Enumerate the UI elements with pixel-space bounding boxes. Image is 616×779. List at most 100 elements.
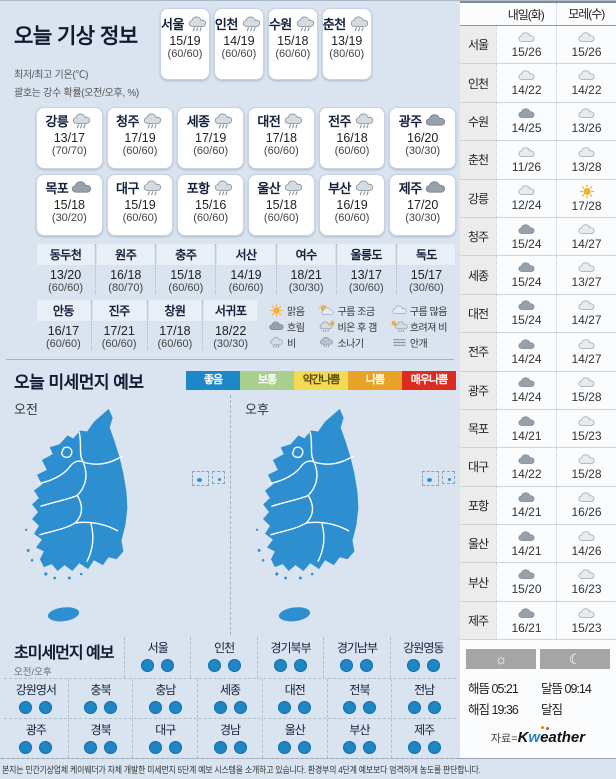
city-name: 강릉	[460, 179, 496, 217]
dust-level-dot-am	[407, 701, 421, 714]
city-precip-prob: (60/60)	[157, 338, 193, 350]
rain-icon	[282, 179, 305, 197]
forecast-temp: 13/26	[571, 121, 602, 136]
region-name: 경기남부	[336, 641, 378, 655]
city-name: 대구	[460, 448, 496, 486]
region-name: 세종	[219, 683, 241, 697]
city-temp: 16/19	[336, 198, 368, 212]
city-precip-prob: (60/60)	[167, 48, 203, 60]
cloud-dark-icon	[515, 453, 538, 467]
dust-level-dot-am	[213, 741, 227, 754]
day-after-forecast-cell: 15/28	[556, 371, 616, 409]
region-name: 전북	[349, 683, 370, 697]
city-name: 강릉	[45, 114, 69, 129]
city-temp: 15/18	[53, 198, 85, 212]
dust-level-dot-pm	[362, 701, 376, 714]
weather-legend-item: 흐려져 비	[391, 319, 456, 334]
weather-legend-item: 구름 조금	[318, 303, 385, 318]
day-after-forecast-cell: 14/27	[556, 333, 616, 371]
forecast-temp: 16/26	[571, 505, 602, 520]
forecast-row: 춘천 11/26 13/28	[460, 141, 616, 180]
forecast-temp: 13/27	[571, 275, 602, 290]
forecast-temp: 15/26	[571, 44, 602, 59]
city-precip-prob: (30/30)	[405, 145, 441, 157]
weather-card: 대전 17/18 (60/60)	[248, 107, 315, 169]
city-precip-prob: (30/60)	[348, 282, 384, 294]
forecast-row: 청주 15/24 14/27	[460, 217, 616, 257]
cloud-dark-icon	[70, 179, 93, 197]
sun-icon	[268, 304, 285, 317]
region-name: 경기북부	[270, 641, 311, 655]
ultrafine-region-cell: 경북	[67, 719, 133, 758]
city-name: 포항	[186, 181, 210, 196]
cloud-dark-icon	[424, 179, 447, 197]
weather-legend-label: 맑음	[287, 307, 305, 318]
weather-card: 전주 16/18 (60/60)	[318, 107, 386, 169]
cloud-light-icon	[575, 453, 598, 467]
city-precip-prob: (30/30)	[405, 212, 441, 224]
forecast-row: 부산 15/20 16/23	[460, 563, 616, 602]
cloud-light-icon	[515, 146, 538, 160]
city-name: 인천	[460, 64, 496, 102]
weather-card: 제주 17/20 (30/30)	[389, 174, 457, 236]
city-temp: 15/18	[277, 34, 309, 48]
city-precip-prob: (80/60)	[329, 48, 365, 60]
dust-level-pill: 좋음	[186, 371, 240, 390]
source-prefix: 자료=	[490, 733, 518, 746]
dust-level-dot-am	[148, 741, 162, 754]
city-precip-prob: (60/60)	[334, 145, 370, 157]
moonset-time: 달짐	[541, 703, 563, 718]
dust-level-dot-pm	[233, 701, 247, 714]
forecast-row: 인천 14/22 14/22	[460, 64, 616, 103]
extra-city-cell: 독도 15/17 (30/60)	[395, 244, 456, 294]
extra-city-cell: 충주 15/18 (60/60)	[155, 244, 215, 294]
city-name: 제주	[398, 181, 422, 196]
day-after-forecast-cell: 13/28	[556, 141, 616, 179]
city-precip-prob: (80/70)	[108, 282, 144, 294]
forecast-temp: 14/22	[511, 83, 542, 98]
forecast-temp: 14/21	[511, 428, 542, 443]
city-temp: 13/17	[350, 268, 382, 282]
day-after-forecast-cell: 14/27	[556, 294, 616, 333]
day-after-forecast-cell: 14/22	[556, 64, 616, 102]
region-name: 서울	[147, 641, 169, 655]
day-after-forecast-cell: 17/28	[556, 179, 616, 217]
ultrafine-row-2: 강원영서 충북 충남 세종 대전 전북 전남	[4, 679, 456, 718]
dust-level-dot-am	[278, 701, 292, 714]
cloud-light-icon	[575, 223, 598, 237]
city-temp: 17/18	[265, 131, 297, 145]
city-name: 세종	[186, 114, 210, 129]
dust-level-dot-pm	[298, 741, 312, 754]
islands-inset	[192, 471, 225, 486]
dust-level-dot-am	[340, 659, 354, 672]
city-precip-prob: (60/60)	[168, 282, 204, 294]
dust-level-dot-am	[84, 741, 98, 754]
city-name: 원주	[97, 244, 155, 265]
city-precip-prob: (30/20)	[51, 212, 87, 224]
city-temp: 15/18	[265, 198, 297, 212]
city-name: 서울	[161, 17, 184, 32]
dust-level-dot-pm	[227, 659, 241, 672]
dust-map-am: 오전	[0, 395, 230, 635]
pm-label: 오후	[245, 402, 269, 417]
dust-level-pill: 매우나쁨	[402, 371, 456, 390]
rain-icon	[141, 112, 164, 130]
page-title: 오늘 기상 정보	[14, 25, 138, 48]
ultrafine-region-cell: 충남	[132, 679, 197, 718]
region-name: 충북	[90, 683, 112, 697]
city-temp: 17/19	[124, 131, 156, 145]
city-temp: 15/19	[124, 198, 156, 212]
weather-legend-item: 소나기	[318, 335, 385, 350]
city-name: 서산	[217, 244, 275, 265]
city-name: 광주	[398, 114, 422, 129]
rain-icon	[212, 112, 235, 130]
city-name: 청주	[116, 114, 139, 129]
cloud-dark-icon	[515, 376, 538, 390]
ultrafine-title: 초미세먼지 예보	[14, 645, 115, 662]
day-after-forecast-cell: 14/26	[556, 525, 616, 563]
city-precip-prob: (30/30)	[288, 282, 324, 294]
two-day-forecast-sidebar: 내일(화) 모레(수) 서울 15/26 15/26 인천 14/22 14/22 수원 14…	[460, 1, 616, 758]
forecast-temp: 11/26	[511, 159, 542, 174]
city-name: 세종	[460, 256, 496, 294]
moonrise-time: 달뜸 09:14	[541, 682, 592, 697]
